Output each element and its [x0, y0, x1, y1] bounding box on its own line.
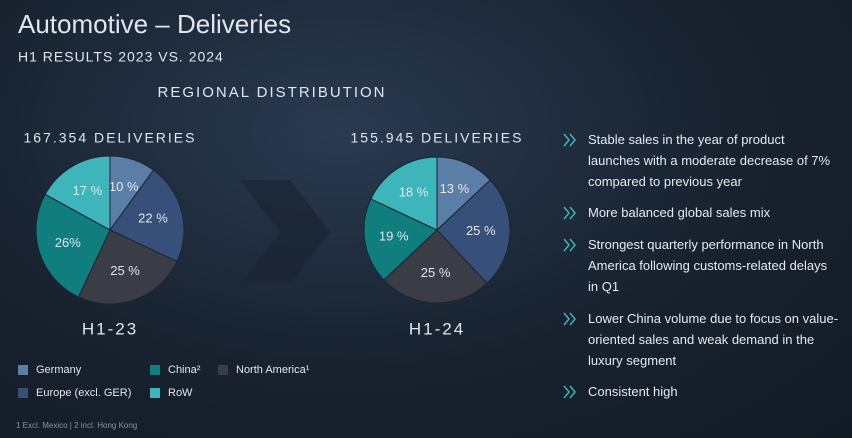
- legend-label: Germany: [36, 364, 82, 376]
- bullet: Consistent high: [588, 384, 678, 399]
- section-heading: REGIONAL DISTRIBUTION: [158, 84, 387, 101]
- pie-slice: [44, 155, 111, 231]
- legend-swatch: [150, 365, 160, 375]
- slice-label: 25 %: [421, 265, 451, 280]
- pie-slice: [383, 229, 488, 304]
- legend-swatch: [218, 365, 228, 375]
- chart-caption: H1-23: [82, 319, 138, 338]
- bullet: More balanced global sales mix: [588, 205, 771, 220]
- pie-slice: [363, 198, 438, 281]
- bullet: Strongest quarterly performance in North…: [588, 237, 828, 294]
- chart-title: 155.945 DELIVERIES: [351, 130, 524, 146]
- legend-label: Europe (excl. GER): [36, 387, 131, 399]
- slide-subtitle: H1 RESULTS 2023 VS. 2024: [18, 49, 224, 65]
- slice-label: 10 %: [109, 179, 139, 194]
- legend-label: China²: [168, 364, 201, 376]
- slice-label: 13 %: [440, 181, 470, 196]
- legend-label: North America¹: [236, 364, 310, 376]
- slide-title: Automotive – Deliveries: [18, 9, 291, 39]
- bullet-icons: [563, 133, 576, 399]
- bullet: Stable sales in the year of product laun…: [588, 132, 831, 189]
- slice-label: 25 %: [110, 263, 140, 278]
- chart-caption: H1-24: [409, 319, 465, 338]
- footnote: 1 Excl. Mexico | 2 incl. Hong Kong: [16, 421, 137, 430]
- chart-title: 167.354 DELIVERIES: [24, 130, 197, 146]
- slice-label: 19 %: [379, 228, 409, 243]
- slice-label: 25 %: [466, 223, 496, 238]
- bullet: Lower China volume due to focus on value…: [588, 311, 839, 368]
- pie-slice: [436, 156, 491, 232]
- legend-swatch: [150, 388, 160, 398]
- legend-swatch: [18, 365, 28, 375]
- arrow-shape: [240, 180, 330, 284]
- pie-slice: [436, 179, 511, 284]
- slice-label: 26%: [55, 235, 81, 250]
- slice-label: 17 %: [73, 183, 103, 198]
- pie-slice: [370, 156, 438, 231]
- slice-label: 22 %: [138, 210, 168, 225]
- legend-swatch: [18, 388, 28, 398]
- legend-label: RoW: [168, 387, 193, 399]
- pie-slice: [77, 229, 178, 305]
- slice-label: 18 %: [399, 184, 429, 199]
